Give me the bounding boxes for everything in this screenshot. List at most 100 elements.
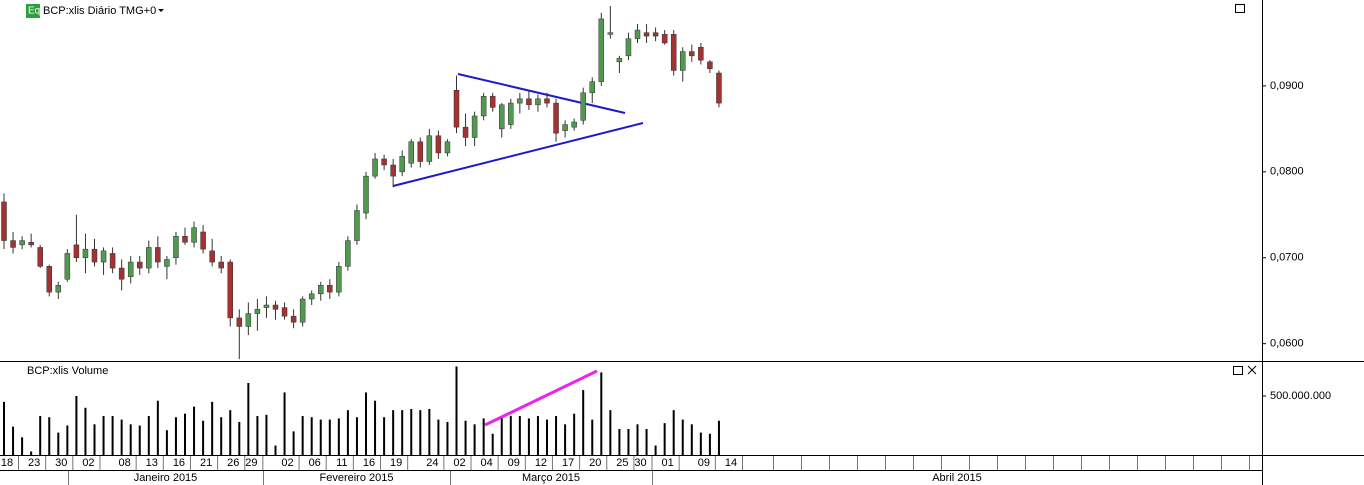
candle-body [336,266,342,293]
candle-body [580,92,586,121]
x-tick-label: 09 [698,457,710,469]
candle-body [46,266,52,293]
month-label: Janeiro 2015 [134,472,198,484]
candle-body [680,51,686,71]
volume-bar [292,431,295,455]
month-label: Abril 2015 [932,472,982,484]
candle-body [399,156,405,173]
volume-bar [482,418,485,455]
volume-bar [500,418,503,455]
volume-bar [428,408,431,455]
volume-bar [654,445,657,455]
candle-body [598,18,605,82]
candle-body [670,34,677,71]
candle-body [372,158,378,177]
y-tick-label: 0,0800 [1270,166,1304,178]
month-label: Março 2015 [522,472,580,484]
volume-bar [156,400,159,455]
candle-body [544,98,550,104]
candle-body [146,247,152,269]
volume-bar [102,416,105,455]
volume-bar [455,366,458,455]
candle-body [589,81,595,94]
trend-line [484,369,598,427]
volume-bar [283,392,286,455]
volume-bar [84,407,87,455]
volume-bar [636,424,639,455]
candle-body [607,32,614,35]
volume-bar [346,410,349,455]
x-tick-label: 17 [562,457,574,469]
volume-bar [582,390,585,455]
volume-bar [93,424,96,455]
volume-bar [419,410,422,455]
candle-body [236,317,243,327]
volume-bar [446,421,449,455]
candle-body [37,247,43,267]
maximize-button[interactable] [1235,4,1245,13]
candle-body [10,240,16,248]
volume-bar [573,413,576,455]
candle-body [19,240,25,246]
volume-bar [220,417,223,455]
x-tick-label: 26 [227,457,239,469]
x-tick-label: 11 [336,457,347,469]
volume-bar [265,414,268,455]
volume-bar [256,416,259,455]
candle-body [363,175,369,214]
candle-body [698,47,704,61]
candle-body [227,261,233,319]
dropdown-icon[interactable] [158,9,164,12]
x-tick-label: 13 [146,457,158,469]
volume-bar [30,451,33,455]
x-tick-label: 08 [119,457,131,469]
candle-body [408,141,414,164]
candle-body [345,240,351,267]
candle-body [109,253,116,269]
candle-body [480,95,487,117]
y-tick-label: 500.000.000 [1270,390,1331,402]
candle-body [553,102,559,134]
volume-bar [464,420,467,455]
candle-body [643,32,650,37]
x-tick-label: 18 [1,457,13,469]
volume-bar [193,406,196,455]
x-tick-label: 16 [173,457,185,469]
candle-body [634,29,641,39]
volume-bar [39,416,42,455]
volume-bar [129,424,132,455]
close-button[interactable] [1247,365,1257,375]
trend-line [457,73,626,114]
candle-body [661,34,668,44]
candle-body [73,244,80,259]
volume-bar [609,410,612,455]
volume-bar [509,416,512,455]
volume-bar [337,418,340,455]
y-tick-label: 0,0700 [1270,252,1304,264]
volume-bar [274,445,277,455]
candle-body [462,126,469,138]
candle-body [1,201,7,241]
chart-title[interactable]: BCP:xlis Diário TMG+0 [43,5,156,17]
volume-bar [699,432,702,455]
candle-body [435,135,442,154]
candle-body [290,315,297,323]
x-tick-label: 19 [390,457,402,469]
volume-bar [546,419,548,455]
volume-bar [401,410,404,455]
candle-body [118,267,125,280]
candle-body [354,210,360,241]
candle-body [155,247,161,263]
x-tick-label: 04 [481,457,493,469]
volume-bar [48,417,51,455]
volume-bar [600,372,603,455]
candle-body [200,231,206,250]
volume-bar [618,429,621,455]
candle-body [489,95,496,108]
volume-bar [555,416,558,455]
candle-body [499,104,505,130]
candle-body [127,261,134,277]
maximize-button[interactable] [1233,366,1243,375]
candle-body [263,304,270,308]
